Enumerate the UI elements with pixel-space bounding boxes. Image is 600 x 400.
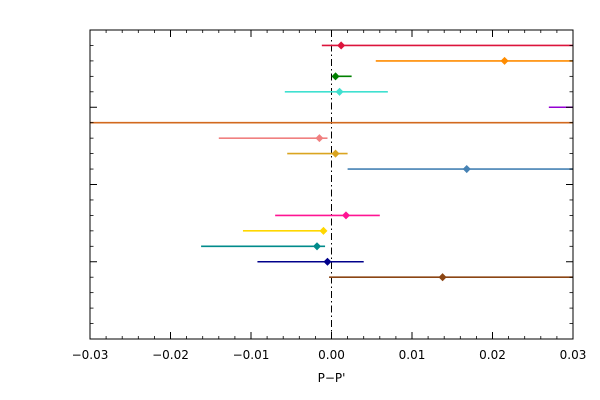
x-tick-label: 0.01 (399, 348, 426, 362)
point-marker-10 (341, 211, 351, 220)
point-marker-3 (331, 72, 340, 81)
plot-frame (89, 29, 574, 340)
point-marker-1 (337, 41, 346, 50)
point-marker-4 (335, 87, 344, 96)
x-tick-label: 0.00 (318, 348, 345, 362)
point-marker-13 (323, 257, 332, 266)
x-tick-label: 0.02 (479, 348, 506, 362)
x-axis-label: P−P' (318, 371, 346, 385)
point-marker-12 (312, 242, 322, 251)
tick-labels-layer: −0.03 −0.02 −0.01 0.00 0.01 0.02 0.03 (72, 348, 587, 362)
point-marker-2 (500, 56, 509, 65)
error-bars-layer (90, 30, 573, 339)
x-tick-label: 0.03 (560, 348, 587, 362)
point-marker-7 (315, 134, 324, 143)
x-tick-label: −0.03 (72, 348, 109, 362)
point-marker-11 (319, 226, 328, 235)
point-marker-14 (438, 273, 447, 282)
point-marker-8 (331, 149, 340, 158)
point-marker-9 (462, 165, 471, 174)
x-tick-label: −0.02 (152, 348, 189, 362)
x-tick-label: −0.01 (233, 348, 270, 362)
